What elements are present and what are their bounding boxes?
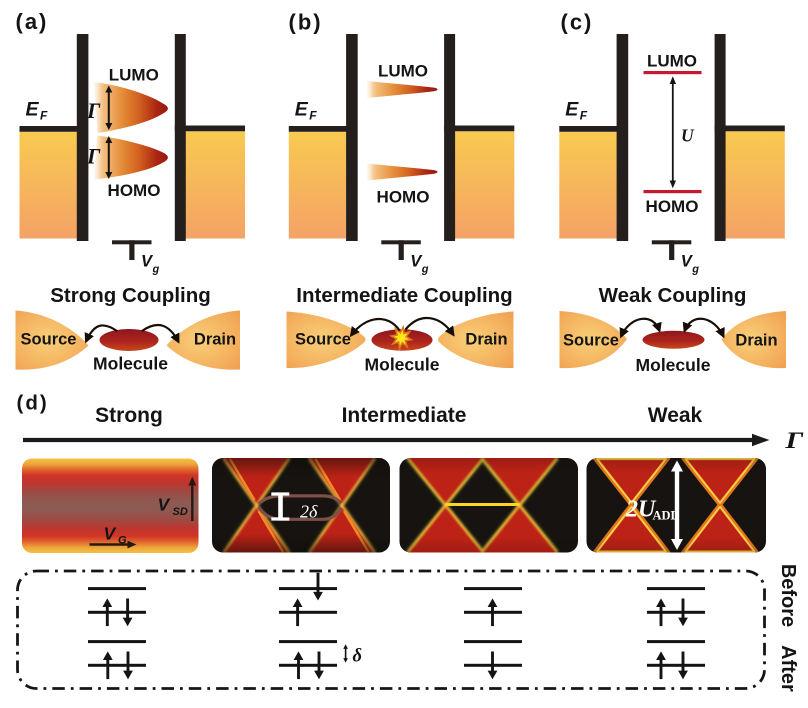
- svg-text:Drain: Drain: [194, 331, 236, 349]
- svg-text:Γ: Γ: [784, 427, 804, 454]
- svg-text:HOMO: HOMO: [108, 181, 161, 200]
- svg-text:LUMO: LUMO: [378, 62, 428, 81]
- svg-text:Γ: Γ: [86, 98, 101, 123]
- svg-text:Source: Source: [21, 331, 77, 349]
- svg-text:ADD: ADD: [653, 509, 680, 523]
- svg-text:(a): (a): [16, 9, 49, 34]
- svg-text:SD: SD: [173, 506, 188, 518]
- svg-text:Strong: Strong: [95, 404, 163, 427]
- svg-text:Weak Coupling: Weak Coupling: [599, 284, 747, 307]
- svg-text:Intermediate Coupling: Intermediate Coupling: [296, 284, 512, 307]
- svg-text:V: V: [158, 495, 171, 515]
- svg-text:Weak: Weak: [648, 404, 703, 427]
- svg-text:Γ: Γ: [86, 144, 101, 169]
- svg-text:HOMO: HOMO: [646, 197, 699, 216]
- svg-text:Molecule: Molecule: [93, 354, 168, 374]
- svg-text:LUMO: LUMO: [109, 66, 159, 85]
- svg-text:U: U: [681, 126, 695, 146]
- svg-text:(c): (c): [561, 10, 594, 35]
- svg-text:Drain: Drain: [465, 331, 507, 349]
- svg-text:δ: δ: [353, 647, 362, 667]
- svg-text:Strong Coupling: Strong Coupling: [50, 284, 211, 307]
- svg-text:Source: Source: [295, 331, 351, 349]
- svg-text:Before: Before: [777, 564, 799, 627]
- svg-text:Drain: Drain: [735, 332, 777, 350]
- svg-text:(d): (d): [17, 392, 49, 415]
- svg-text:LUMO: LUMO: [647, 52, 697, 71]
- svg-text:2δ: 2δ: [300, 502, 318, 522]
- svg-text:Source: Source: [563, 332, 619, 350]
- svg-text:2U: 2U: [625, 497, 657, 523]
- svg-text:Molecule: Molecule: [365, 355, 440, 375]
- svg-text:G: G: [118, 535, 127, 547]
- svg-text:V: V: [104, 524, 117, 544]
- svg-text:(b): (b): [289, 10, 323, 35]
- svg-text:Molecule: Molecule: [636, 355, 711, 375]
- svg-text:After: After: [777, 645, 799, 692]
- svg-text:Intermediate: Intermediate: [342, 404, 467, 427]
- svg-text:HOMO: HOMO: [377, 188, 430, 207]
